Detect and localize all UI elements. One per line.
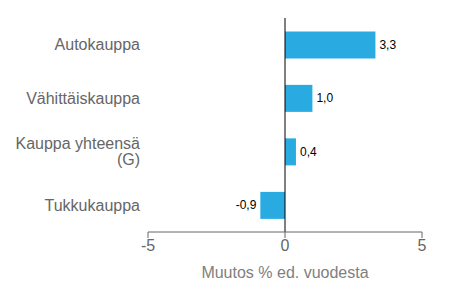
- svg-text:Muutos % ed. vuodesta: Muutos % ed. vuodesta: [201, 264, 368, 281]
- svg-text:1,0: 1,0: [316, 91, 333, 105]
- svg-text:Tukkukauppa: Tukkukauppa: [45, 197, 141, 214]
- svg-text:Vähittäiskauppa: Vähittäiskauppa: [26, 90, 140, 107]
- svg-text:Kauppa yhteensä(G): Kauppa yhteensä(G): [15, 135, 140, 168]
- svg-text:3,3: 3,3: [379, 38, 396, 52]
- svg-text:0: 0: [281, 237, 290, 254]
- svg-text:-0,9: -0,9: [236, 198, 257, 212]
- svg-text:5: 5: [418, 237, 427, 254]
- svg-text:Autokauppa: Autokauppa: [55, 36, 141, 53]
- svg-text:-5: -5: [141, 237, 155, 254]
- svg-text:0,4: 0,4: [300, 145, 317, 159]
